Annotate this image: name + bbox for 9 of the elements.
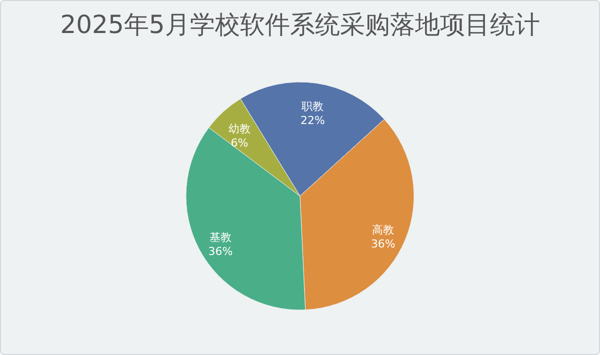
data-label: 22%: [300, 114, 325, 127]
slice-label: 幼教: [228, 122, 250, 136]
slice-label: 职教: [302, 100, 324, 113]
chart-title: 2025年5月学校软件系统采购落地项目统计: [60, 10, 540, 39]
data-label: 6%: [230, 136, 248, 150]
data-label: 36%: [370, 237, 396, 250]
data-label: 36%: [208, 245, 233, 258]
slice-label: 高教: [372, 223, 394, 236]
slice-label: 基教: [209, 231, 232, 244]
